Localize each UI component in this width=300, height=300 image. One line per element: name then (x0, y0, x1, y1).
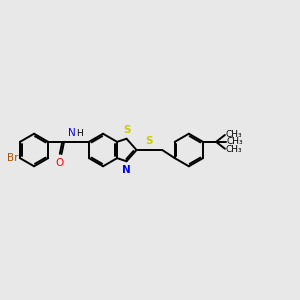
Text: CH₃: CH₃ (226, 145, 242, 154)
Text: CH₃: CH₃ (227, 137, 243, 146)
Text: S: S (123, 125, 130, 135)
Text: O: O (56, 158, 64, 168)
Text: N: N (68, 128, 76, 138)
Text: N: N (122, 165, 131, 175)
Text: CH₃: CH₃ (226, 130, 242, 139)
Text: S: S (146, 136, 153, 146)
Text: Br: Br (7, 153, 18, 163)
Text: H: H (76, 129, 83, 138)
